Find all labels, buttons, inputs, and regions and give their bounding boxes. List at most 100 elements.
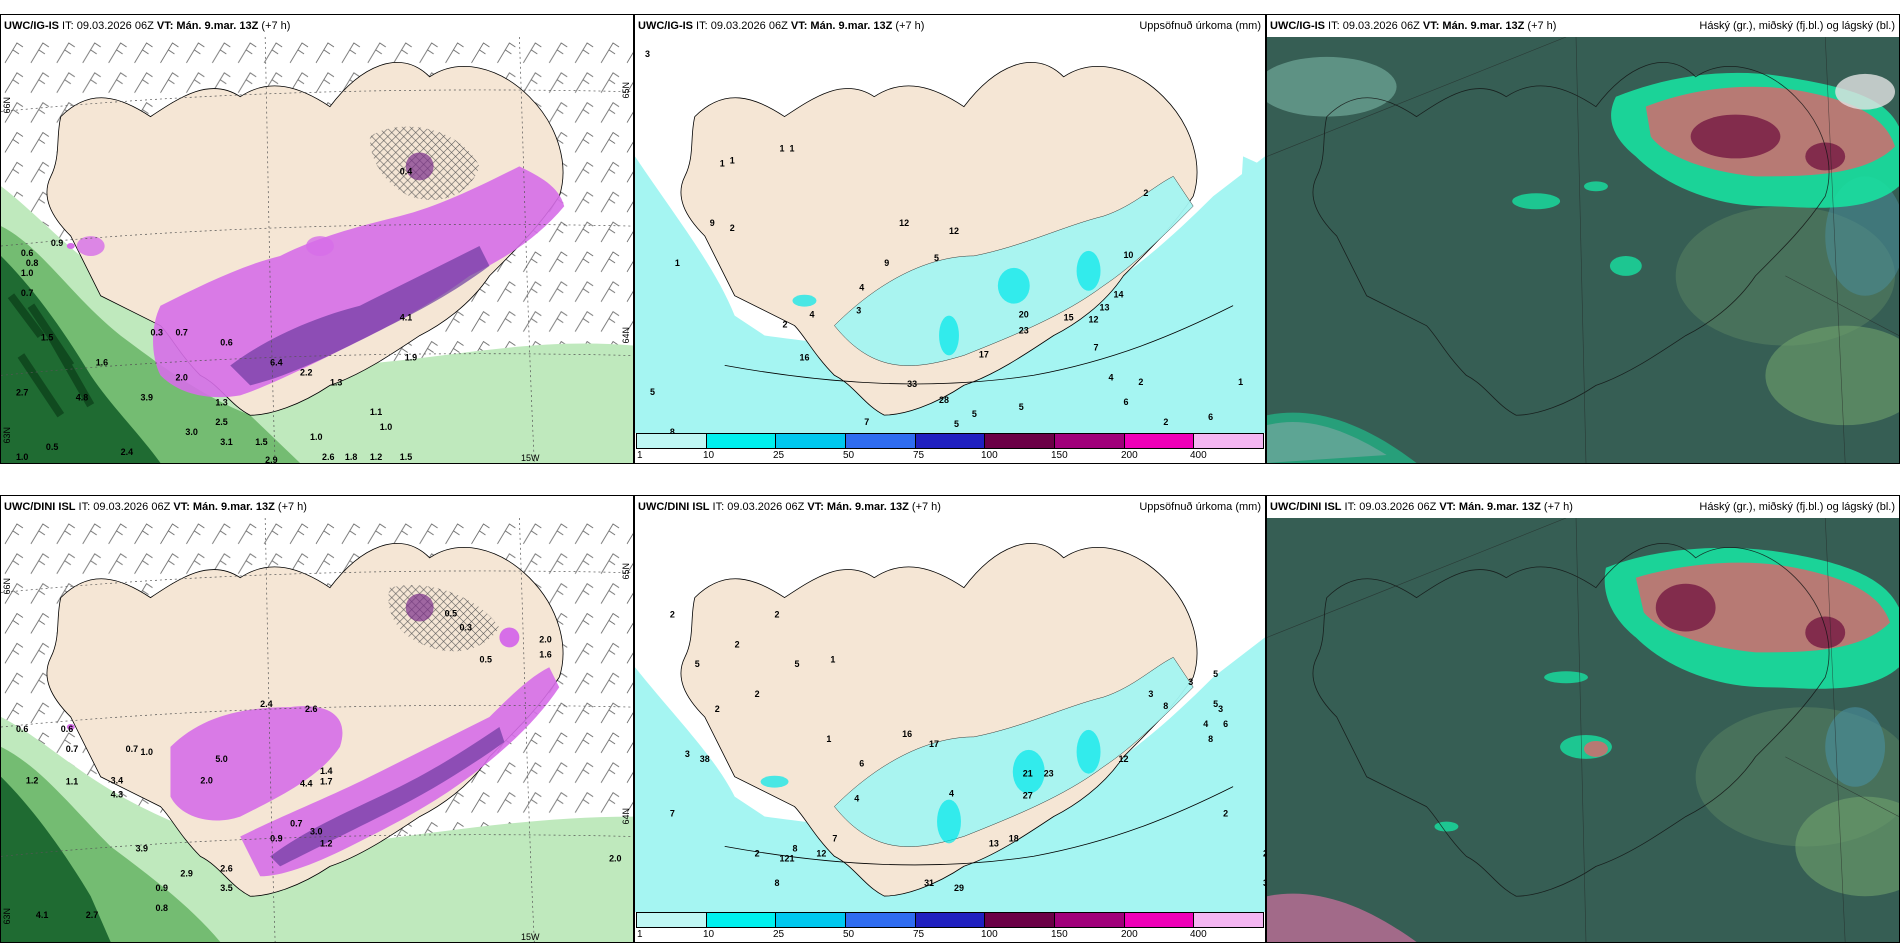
precip-sea-area (635, 156, 1265, 433)
cloud-cover-map-panel-row1: UWC/IG-IS IT: 09.03.2026 06Z VT: Mán. 9.… (1266, 14, 1900, 464)
map-value-label: 2 (775, 610, 780, 620)
lat-label-65n: 65N (621, 82, 631, 99)
panel-title: Uppsöfnuð úrkoma (mm) (1139, 20, 1261, 32)
map-value-label: 2.6 (305, 704, 317, 714)
legend-label: 75 (913, 929, 925, 940)
map-value-label: 13 (1100, 303, 1110, 313)
legend-swatch-400 (1194, 434, 1264, 448)
valid-time: VT: Mán. 9.mar. 13Z (1439, 501, 1541, 513)
legend-label: 150 (1051, 450, 1068, 461)
map-area[interactable] (1267, 37, 1899, 463)
panel-header: UWC/DINI ISL IT: 09.03.2026 06Z VT: Mán.… (1267, 496, 1899, 518)
map-value-label: 3.0 (185, 427, 197, 437)
lat-label-63n: 63N (2, 427, 12, 444)
legend-label: 1 (637, 450, 643, 461)
map-value-label: 2.5 (215, 417, 227, 427)
lead-time: (+7 h) (892, 20, 925, 32)
model-name: UWC/IG-IS (1270, 20, 1325, 32)
map-value-label: 6 (1123, 397, 1128, 407)
map-area[interactable]: 2 2 2 5 5 2 1 2 38 3 1 16 17 6 4 4 1 2 7 8 12 12 8 7 21 27 13 18 23 1… (635, 518, 1265, 912)
map-value-label: 1.1 (66, 777, 78, 787)
legend-label: 400 (1190, 929, 1207, 940)
map-value-label: 0.6 (21, 248, 33, 258)
legend-label: 10 (703, 450, 715, 461)
snow-ribbon (153, 166, 565, 398)
legend-swatch-100 (985, 913, 1056, 927)
map-value-label: 3.0 (310, 827, 322, 837)
map-value-label: 9 (884, 258, 889, 268)
map-value-label: 8 (1208, 734, 1213, 744)
snow-depth-labels: 0.50.30.6 0.60.7 0.7 1.01.2 1.1 3.44.32.03.90… (16, 609, 622, 921)
map-value-label: 1.8 (345, 452, 357, 462)
map-value-label: 7 (1094, 342, 1099, 352)
legend-label: 400 (1190, 450, 1207, 461)
map-value-label: 1.0 (310, 432, 322, 442)
map-value-label: 2.6 (220, 863, 232, 873)
map-value-label: 6.4 (270, 357, 282, 367)
wind-snow-map-panel-row1: UWC/IG-IS IT: 09.03.2026 06Z VT: Mán. 9.… (0, 14, 634, 464)
valid-time: VT: Mán. 9.mar. 13Z (156, 20, 259, 32)
map-value-label: 14 (1113, 290, 1123, 300)
precip-color-legend: 1 10 25 50 75 100 150 200 400 (635, 433, 1265, 463)
map-value-label: 23 (1019, 326, 1029, 336)
cloud-cover-map (1267, 37, 1899, 463)
map-area[interactable] (1267, 518, 1899, 942)
map-value-label: 3 (645, 49, 650, 59)
lat-label-66n: 66N (2, 578, 12, 595)
map-value-label: 0.6 (61, 724, 73, 734)
map-value-label: 1.0 (21, 268, 33, 278)
legend-label: 1 (637, 929, 643, 940)
map-value-label: 1.1 (370, 407, 382, 417)
map-value-label: 12 (1089, 315, 1099, 325)
snow-depth-labels: 0.40.60.90.81.00.71.51.60.3 0.70.62.03.94… (16, 166, 417, 463)
map-value-label: 4.4 (300, 779, 312, 789)
map-value-label: 1.5 (400, 452, 412, 462)
legend-swatch-400 (1194, 913, 1264, 927)
legend-label: 150 (1051, 929, 1068, 940)
map-value-label: 8 (775, 878, 780, 888)
legend-label: 50 (843, 450, 855, 461)
map-value-label: 2.6 (322, 452, 334, 462)
legend-bar (636, 433, 1264, 449)
lat-label-64n: 64N (621, 327, 631, 344)
map-value-label: 1.5 (41, 333, 53, 343)
wind-snow-map: 0.50.30.6 0.60.7 0.7 1.01.2 1.1 3.44.32.03.90… (1, 518, 633, 942)
map-value-label: 2 (730, 223, 735, 233)
map-value-label: 2.9 (180, 868, 192, 878)
map-value-label: 1.2 (370, 452, 382, 462)
map-value-label: 4 (809, 310, 814, 320)
valid-time: VT: Mán. 9.mar. 13Z (1422, 20, 1525, 32)
map-value-label: 1.0 (380, 422, 392, 432)
panel-header: UWC/IG-IS IT: 09.03.2026 06Z VT: Mán. 9.… (1267, 15, 1899, 37)
green-area-dark (1, 255, 161, 463)
init-time: IT: 09.03.2026 06Z (709, 501, 808, 513)
map-value-label: 6 (1208, 412, 1213, 422)
legend-swatch-10 (706, 434, 777, 448)
map-area[interactable]: 0.4 0.6 0.9 0.8 1.0 0.7 1.5 1.6 0.3 0.7 0.6 2.0 3.9 4… (1, 37, 633, 463)
init-time: IT: 09.03.2026 06Z (75, 501, 174, 513)
map-area[interactable]: 3 1 1 1 1 9 2 1 12 12 5 9 4 3 2 4 16 20 23 17 15 12 14 13 10 2 8 5 6… (635, 37, 1265, 433)
map-area[interactable]: 0.5 0.3 0.6 0.6 0.7 0.7 1.0 1.2 1.1 3.4 4.3 2.0 3.9 0… (1, 518, 633, 942)
map-value-label: 2 (1143, 188, 1148, 198)
map-value-label: 3 (1218, 704, 1223, 714)
map-value-label: 12 (1118, 754, 1128, 764)
wind-snow-map: 0.40.60.90.81.00.71.51.60.3 0.70.62.03.94… (1, 37, 633, 463)
map-value-label: 31 (924, 878, 934, 888)
map-value-label: 3 (685, 749, 690, 759)
map-value-label: 2.0 (200, 776, 212, 786)
map-value-label: 1.0 (16, 452, 28, 462)
map-value-label: 1 (826, 734, 831, 744)
map-value-label: 16 (902, 729, 912, 739)
legend-label: 200 (1121, 929, 1138, 940)
lead-time: (+7 h) (274, 501, 307, 513)
map-value-label: 5 (650, 387, 655, 397)
map-value-label: 8 (793, 843, 798, 853)
legend-label: 75 (913, 450, 925, 461)
map-value-label: 12 (899, 218, 909, 228)
model-name: UWC/DINI ISL (638, 501, 710, 513)
map-value-label: 2 (715, 704, 720, 714)
cloud-cover-map-panel-row2: UWC/DINI ISL IT: 09.03.2026 06Z VT: Mán.… (1266, 495, 1900, 943)
map-value-label: 8 (670, 427, 675, 433)
map-value-label: 2.9 (265, 455, 277, 463)
map-value-label: 33 (907, 379, 917, 389)
